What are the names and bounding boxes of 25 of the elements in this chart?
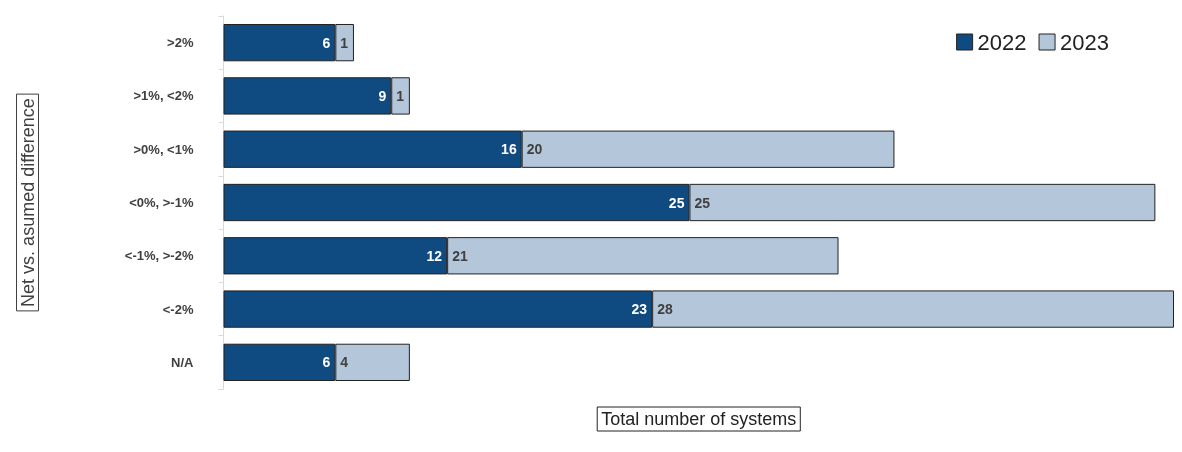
y-tick-label: >0%, <1% — [133, 141, 194, 157]
data-label: 12 — [426, 247, 443, 264]
data-label: 1 — [396, 87, 405, 104]
data-label: 25 — [668, 194, 685, 211]
data-label: 25 — [694, 194, 711, 211]
y-tick-label: >2% — [167, 35, 194, 51]
y-tick-label: <-2% — [162, 301, 194, 317]
data-label: 28 — [657, 301, 673, 318]
data-label: 20 — [526, 141, 543, 158]
y-axis-title: Net vs. asumed difference — [17, 98, 38, 307]
data-label: 9 — [378, 87, 387, 104]
y-tick-label: <0%, >-1% — [129, 195, 194, 210]
data-label: 1 — [340, 34, 349, 51]
data-label: 23 — [631, 301, 648, 318]
y-tick-label: N/A — [171, 354, 195, 370]
data-label: 21 — [452, 247, 468, 264]
y-tick-label: <-1%, >-2% — [124, 248, 194, 264]
data-label: 6 — [322, 354, 331, 371]
data-label: 6 — [322, 34, 331, 51]
y-tick-label: >1%, <2% — [133, 88, 194, 104]
x-axis-title: Total number of systems — [601, 409, 797, 429]
legend-label: 2023 — [1060, 29, 1110, 55]
legend-label: 2022 — [977, 29, 1027, 55]
data-label: 4 — [340, 354, 349, 371]
data-label: 16 — [501, 141, 517, 158]
